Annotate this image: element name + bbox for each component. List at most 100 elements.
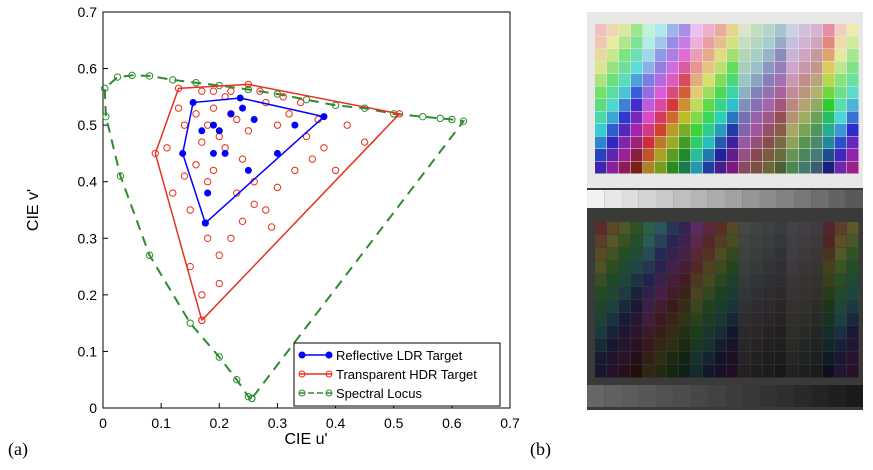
x-tick-label: 0.1	[151, 415, 171, 431]
patch	[847, 136, 859, 149]
patch	[799, 24, 811, 36]
point	[331, 166, 340, 175]
x-tick-label: 0	[99, 415, 107, 431]
patch	[643, 49, 655, 61]
patch	[655, 313, 667, 326]
patch	[595, 124, 607, 136]
y-tick-label: 0.2	[78, 287, 98, 303]
patch	[715, 99, 727, 111]
patch	[595, 149, 607, 161]
patch	[607, 124, 619, 136]
patch	[619, 111, 631, 124]
patch	[751, 99, 763, 111]
patch	[607, 287, 619, 300]
y-tick-label: 0.1	[78, 343, 98, 359]
patch	[775, 313, 787, 326]
patch	[595, 136, 607, 149]
patch	[739, 339, 751, 352]
gray-patch	[845, 385, 863, 407]
patch	[811, 222, 823, 235]
gray-patch	[776, 190, 794, 208]
patch	[679, 36, 691, 49]
patch	[763, 287, 775, 300]
patch	[799, 149, 811, 161]
patch	[787, 274, 799, 287]
patch	[607, 313, 619, 326]
patch	[751, 161, 763, 174]
patch	[775, 261, 787, 274]
patch	[607, 339, 619, 352]
patch	[811, 161, 823, 174]
patch	[619, 287, 631, 300]
patch	[751, 24, 763, 36]
patch	[631, 300, 643, 313]
patch	[751, 222, 763, 235]
patch	[607, 248, 619, 261]
patch	[811, 49, 823, 61]
patch	[811, 149, 823, 161]
patch	[835, 261, 847, 274]
patch	[655, 111, 667, 124]
patch	[607, 74, 619, 86]
gray-patch	[621, 190, 639, 208]
patch	[679, 248, 691, 261]
patch	[679, 61, 691, 74]
patch	[595, 313, 607, 326]
point	[204, 189, 212, 197]
patch	[619, 235, 631, 248]
point	[215, 251, 223, 259]
patch	[787, 352, 799, 365]
patch	[727, 261, 739, 274]
point	[209, 104, 218, 112]
gray-patch	[759, 385, 777, 407]
gray-patch	[759, 190, 777, 208]
patch	[763, 111, 775, 124]
patch	[775, 287, 787, 300]
patch	[739, 24, 751, 36]
patch	[619, 339, 631, 352]
patch	[703, 86, 715, 99]
patch	[787, 36, 799, 49]
patch	[739, 111, 751, 124]
patch	[847, 36, 859, 49]
patch	[607, 161, 619, 174]
patch	[691, 235, 703, 248]
patch	[679, 86, 691, 99]
patch	[691, 24, 703, 36]
point	[262, 206, 270, 214]
gray-patch	[690, 190, 708, 208]
patch	[619, 161, 631, 174]
patch	[667, 61, 679, 74]
patch	[715, 124, 727, 136]
patch	[799, 300, 811, 313]
patch	[775, 352, 787, 365]
patch	[751, 86, 763, 99]
point	[221, 149, 229, 157]
patch	[739, 352, 751, 365]
y-tick-label: 0.5	[78, 117, 98, 133]
patch	[703, 352, 715, 365]
patch	[631, 339, 643, 352]
patch	[847, 300, 859, 313]
patch	[631, 313, 643, 326]
patch	[751, 36, 763, 49]
patch	[667, 274, 679, 287]
patch	[799, 74, 811, 86]
patch	[727, 74, 739, 86]
patch	[727, 24, 739, 36]
point	[267, 223, 276, 231]
patch	[727, 222, 739, 235]
patch	[631, 222, 643, 235]
point	[227, 87, 235, 95]
patch	[703, 274, 715, 287]
patch	[691, 161, 703, 174]
patch	[739, 74, 751, 86]
patch	[847, 161, 859, 174]
patch	[643, 74, 655, 86]
patch	[715, 248, 727, 261]
patch	[751, 287, 763, 300]
patch	[703, 339, 715, 352]
patch	[835, 24, 847, 36]
patch	[835, 149, 847, 161]
legend-marker	[298, 370, 306, 378]
